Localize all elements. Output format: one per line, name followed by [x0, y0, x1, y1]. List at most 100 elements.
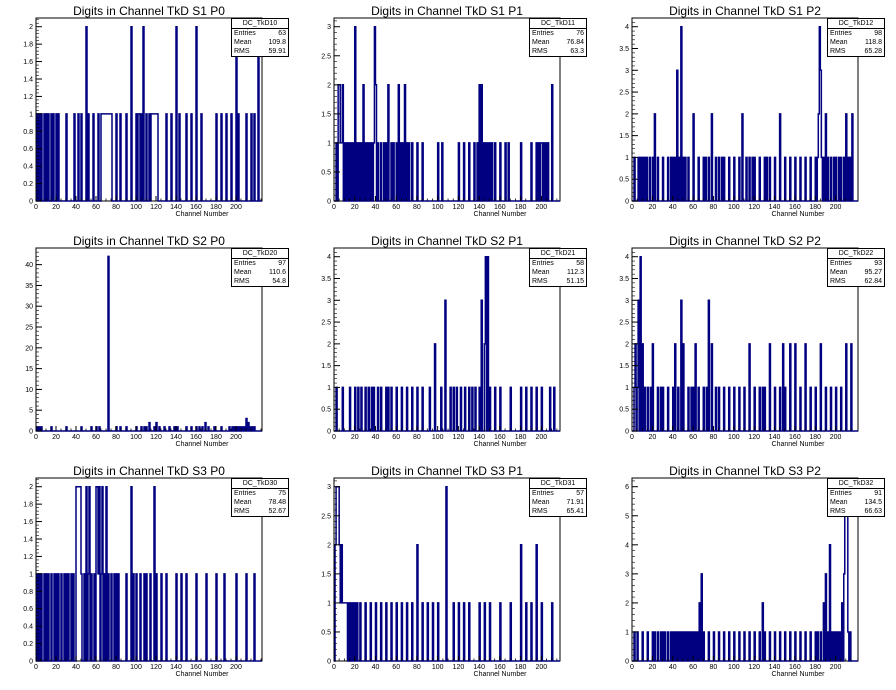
stats-label: Entries [830, 30, 852, 37]
chart-title: Digits in Channel TkD S3 P2 [669, 464, 821, 478]
chart-title: Digits in Channel TkD S2 P0 [73, 234, 225, 248]
x-tick-label: 200 [230, 664, 242, 671]
y-tick-label: 0.2 [23, 181, 33, 188]
y-tick-label: 3 [625, 571, 629, 578]
stats-label: Mean [532, 499, 550, 506]
x-tick-label: 160 [190, 664, 202, 671]
y-tick-label: 1.2 [23, 554, 33, 561]
stats-label: RMS [234, 508, 250, 515]
y-tick-label: 0 [625, 199, 629, 206]
x-tick-label: 120 [748, 204, 760, 211]
x-tick-label: 60 [689, 664, 697, 671]
y-tick-label: 1.4 [23, 537, 33, 544]
stats-value: 65.41 [566, 508, 584, 515]
x-tick-label: 40 [669, 664, 677, 671]
x-tick-label: 20 [648, 204, 656, 211]
stats-label: Mean [830, 39, 848, 46]
stats-value: 58 [576, 260, 584, 267]
y-tick-label: 2.5 [619, 320, 629, 327]
x-tick-label: 60 [92, 664, 100, 671]
x-tick-label: 180 [515, 204, 527, 211]
stats-label: Entries [234, 490, 256, 497]
x-tick-label: 0 [332, 434, 336, 441]
y-tick-label: 3 [327, 298, 331, 305]
y-tick-label: 40 [25, 262, 33, 269]
y-tick-label: 0 [625, 659, 629, 666]
x-tick-label: 40 [72, 434, 80, 441]
y-tick-label: 25 [25, 325, 33, 332]
y-tick-label: 10 [25, 387, 33, 394]
x-tick-label: 160 [789, 434, 801, 441]
y-tick-label: 3.5 [321, 276, 331, 283]
y-tick-label: 3.5 [619, 46, 629, 53]
stats-label: RMS [234, 278, 250, 285]
y-tick-label: 0 [625, 429, 629, 436]
x-axis-label: Channel Number [176, 211, 230, 218]
x-tick-label: 0 [630, 434, 634, 441]
y-tick-label: 1 [327, 600, 331, 607]
x-axis-label: Channel Number [772, 671, 826, 678]
stats-value: 66.63 [864, 508, 882, 515]
x-tick-label: 0 [630, 664, 634, 671]
x-axis-label: Channel Number [474, 671, 528, 678]
y-tick-label: 4 [625, 24, 629, 31]
stats-row-mean: Mean 118.8 [828, 38, 884, 47]
stats-value: 97 [278, 260, 286, 267]
x-tick-label: 40 [72, 204, 80, 211]
stats-value: 59.91 [268, 48, 286, 55]
y-tick-label: 6 [625, 484, 629, 491]
histogram-pad: Digits in Channel TkD S2 P1 0 20 40 60 80 100 1… [298, 230, 596, 460]
x-tick-label: 100 [432, 664, 444, 671]
stats-value: 62.84 [864, 278, 882, 285]
x-tick-label: 100 [130, 204, 142, 211]
x-tick-label: 60 [92, 204, 100, 211]
x-tick-label: 100 [432, 434, 444, 441]
y-tick-label: 0 [29, 199, 33, 206]
y-tick-label: 2 [29, 24, 33, 31]
x-tick-label: 120 [453, 204, 465, 211]
stats-row-mean: Mean 109.8 [232, 38, 288, 47]
stats-value: 57 [576, 490, 584, 497]
y-tick-label: 1 [327, 385, 331, 392]
stats-label: Entries [830, 260, 852, 267]
y-tick-label: 1.6 [23, 59, 33, 66]
stats-name: DC_TkD11 [530, 19, 586, 29]
chart-title: Digits in Channel TkD S2 P2 [669, 234, 821, 248]
x-tick-label: 60 [92, 434, 100, 441]
stats-row-rms: RMS 65.41 [530, 507, 586, 516]
y-tick-label: 4 [327, 254, 331, 261]
stats-label: Mean [532, 269, 550, 276]
stats-label: Entries [234, 30, 256, 37]
stats-value: 52.67 [268, 508, 286, 515]
stats-box: DC_TkD30 Entries 75 Mean 78.48 RMS 52.67 [231, 478, 289, 517]
histogram-series-line [36, 255, 262, 432]
stats-value: 63.3 [570, 48, 584, 55]
x-tick-label: 20 [648, 434, 656, 441]
y-tick-label: 0.5 [619, 407, 629, 414]
x-tick-label: 160 [789, 664, 801, 671]
y-tick-label: 2 [625, 111, 629, 118]
x-tick-label: 80 [112, 204, 120, 211]
stats-row-rms: RMS 59.91 [232, 47, 288, 56]
stats-value: 76 [576, 30, 584, 37]
y-tick-label: 0.8 [23, 589, 33, 596]
plot-frame [35, 247, 263, 432]
stats-row-rms: RMS 54.8 [232, 277, 288, 286]
y-tick-label: 0.4 [23, 164, 33, 171]
histogram-series-line [632, 25, 858, 202]
stats-label: Mean [830, 269, 848, 276]
histogram-pad: Digits in Channel TkD S3 P1 0 20 40 60 80 100 1… [298, 460, 596, 690]
y-tick-label: 15 [25, 366, 33, 373]
stats-value: 112.3 [567, 269, 584, 276]
stats-row-entries: Entries 76 [530, 29, 586, 38]
stats-value: 134.5 [864, 499, 882, 506]
x-tick-label: 100 [130, 434, 142, 441]
x-tick-label: 80 [413, 204, 421, 211]
y-tick-label: 1.5 [321, 571, 331, 578]
stats-row-entries: Entries 58 [530, 259, 586, 268]
stats-name: DC_TkD30 [232, 479, 288, 489]
stats-label: Entries [532, 30, 554, 37]
stats-row-rms: RMS 63.3 [530, 47, 586, 56]
x-tick-label: 40 [372, 204, 380, 211]
histogram-pad: Digits in Channel TkD S1 P2 0 20 40 60 80 100 1… [596, 0, 894, 230]
